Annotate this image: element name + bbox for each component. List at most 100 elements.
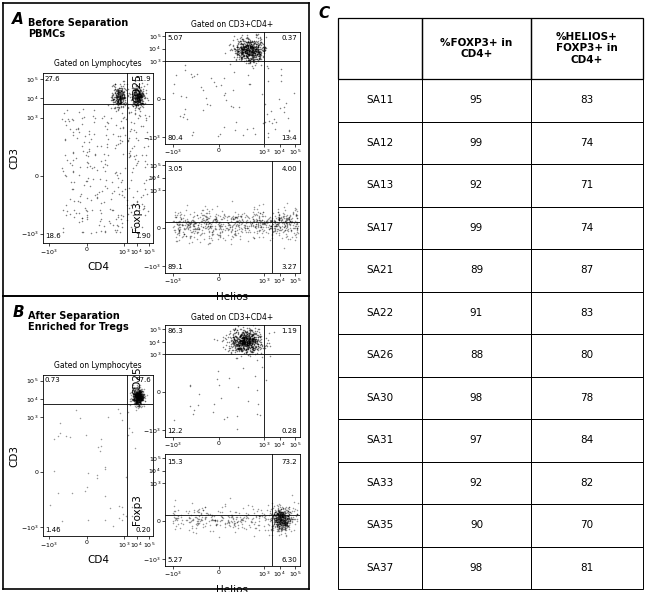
Point — [182, 221, 192, 230]
Point — [266, 224, 276, 233]
Point — [279, 516, 289, 526]
Point — [274, 228, 284, 237]
Point — [135, 388, 145, 397]
Point — [271, 510, 281, 520]
Point — [244, 47, 255, 56]
Point — [275, 519, 285, 529]
Point — [243, 37, 254, 46]
Point — [238, 340, 248, 350]
Point — [281, 516, 292, 526]
Point — [239, 345, 249, 354]
Point — [232, 217, 242, 226]
Point — [239, 337, 250, 346]
Point — [273, 512, 283, 522]
Point — [229, 325, 239, 334]
Point — [129, 88, 140, 97]
Point — [127, 100, 137, 110]
Point — [278, 510, 289, 520]
Point — [278, 517, 288, 526]
Point — [246, 326, 256, 335]
Point — [235, 331, 245, 340]
Point — [128, 87, 138, 96]
Point — [129, 389, 140, 398]
Point — [237, 328, 248, 337]
Point — [270, 224, 280, 233]
Point — [243, 50, 254, 60]
Point — [130, 108, 140, 118]
Point — [240, 54, 251, 63]
Text: 92: 92 — [470, 478, 483, 488]
Point — [277, 513, 287, 522]
Point — [190, 512, 200, 522]
Point — [111, 89, 122, 98]
Point — [133, 394, 144, 403]
Point — [133, 98, 143, 108]
Point — [73, 124, 83, 134]
Point — [274, 517, 284, 527]
Point — [136, 398, 146, 408]
Point — [132, 94, 142, 103]
Point — [77, 227, 88, 237]
Point — [220, 331, 231, 340]
Point — [277, 509, 287, 519]
Point — [266, 106, 276, 115]
Point — [102, 184, 112, 193]
Point — [211, 229, 222, 239]
Point — [280, 509, 291, 518]
Point — [231, 344, 242, 353]
Point — [215, 221, 226, 231]
Point — [254, 48, 264, 57]
Point — [124, 148, 135, 157]
Point — [240, 330, 250, 339]
Point — [285, 225, 296, 234]
Point — [231, 411, 242, 420]
Point — [267, 216, 278, 226]
Point — [134, 96, 144, 105]
Point — [244, 51, 254, 60]
Point — [116, 214, 126, 223]
Point — [274, 508, 285, 517]
Point — [249, 51, 259, 60]
Point — [135, 391, 146, 400]
Point — [115, 93, 125, 102]
Point — [251, 343, 261, 352]
Point — [238, 339, 248, 348]
Point — [284, 214, 294, 224]
Point — [278, 525, 288, 534]
Point — [247, 330, 257, 340]
Point — [235, 231, 246, 241]
Point — [142, 128, 152, 137]
Point — [120, 101, 131, 110]
Point — [133, 392, 143, 402]
Point — [251, 47, 261, 56]
Point — [263, 222, 274, 231]
Point — [189, 218, 200, 228]
Point — [244, 342, 255, 352]
Text: SA21: SA21 — [367, 265, 394, 275]
Point — [136, 390, 147, 400]
Point — [237, 52, 248, 61]
Point — [133, 392, 143, 402]
Point — [245, 338, 255, 348]
Point — [254, 53, 265, 63]
Point — [239, 51, 249, 60]
Point — [216, 513, 227, 522]
Point — [174, 226, 185, 236]
Point — [241, 346, 252, 356]
Point — [233, 516, 243, 525]
Point — [274, 507, 284, 516]
Point — [240, 46, 250, 56]
Point — [239, 44, 249, 53]
Point — [268, 519, 279, 528]
Point — [259, 43, 269, 52]
Point — [239, 47, 250, 56]
Point — [220, 95, 231, 104]
Point — [239, 329, 249, 338]
Point — [258, 42, 268, 52]
Point — [134, 387, 144, 396]
Point — [252, 336, 263, 345]
Point — [244, 332, 254, 341]
Point — [109, 104, 119, 113]
Point — [289, 519, 300, 529]
Point — [250, 46, 261, 56]
